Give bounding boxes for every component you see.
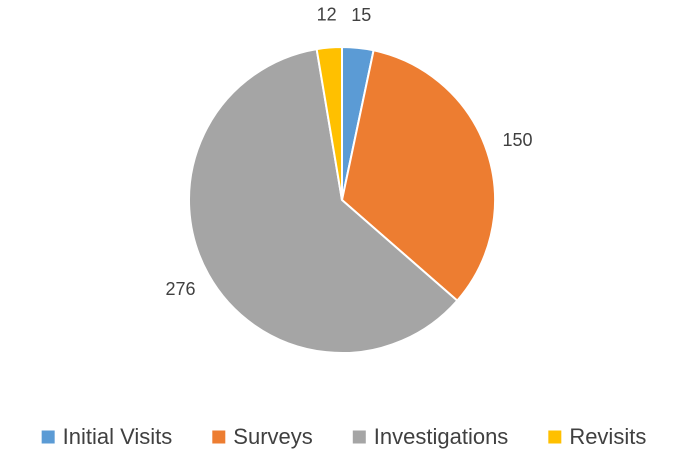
legend-swatch bbox=[41, 430, 55, 444]
data-label: 150 bbox=[502, 130, 532, 150]
legend-swatch bbox=[212, 430, 226, 444]
pie-slice bbox=[315, 45, 343, 201]
legend-label: Initial Visits bbox=[63, 424, 173, 449]
legend-swatch bbox=[352, 430, 366, 444]
pie-slice bbox=[188, 47, 459, 354]
legend-label: Investigations bbox=[374, 424, 509, 449]
legend-label: Surveys bbox=[233, 424, 312, 449]
data-label: 15 bbox=[351, 5, 371, 25]
data-label: 276 bbox=[165, 279, 195, 299]
legend-swatch bbox=[548, 430, 562, 444]
data-label: 12 bbox=[317, 4, 337, 24]
legend-label: Revisits bbox=[569, 424, 646, 449]
pie-slice bbox=[340, 49, 496, 303]
